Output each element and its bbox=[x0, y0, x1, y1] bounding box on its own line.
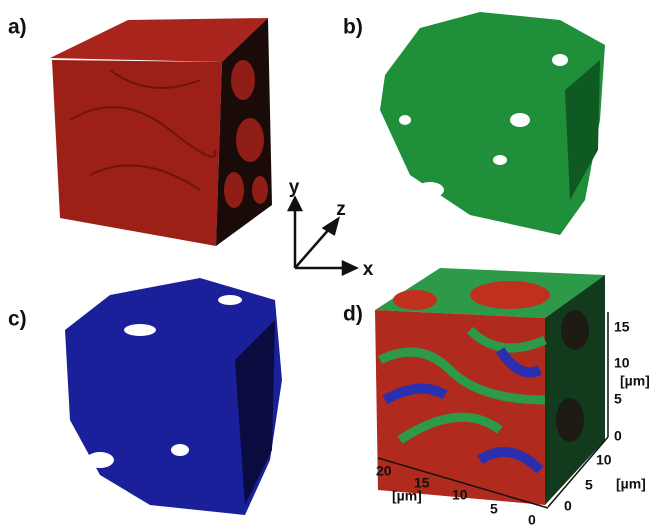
vertical-tick: 10 bbox=[614, 355, 630, 371]
front-tick: 20 bbox=[376, 463, 392, 479]
axis-label-y: y bbox=[289, 177, 300, 198]
panel-label: c) bbox=[8, 308, 27, 331]
vertical-tick: 15 bbox=[614, 319, 630, 335]
vertical-unit: [µm] bbox=[620, 373, 650, 389]
front-tick: 0 bbox=[528, 512, 536, 528]
panel-a-render bbox=[50, 18, 272, 246]
figure: y z x 0 5 10 15 [µm] 0 5 10 [µm] 20 15 1… bbox=[0, 0, 660, 530]
vertical-tick: 0 bbox=[614, 428, 622, 444]
depth-tick: 0 bbox=[564, 498, 572, 514]
vertical-tick: 5 bbox=[614, 391, 622, 407]
panel-b-render bbox=[380, 12, 605, 235]
front-unit: [µm] bbox=[392, 488, 422, 504]
front-tick: 10 bbox=[452, 487, 468, 503]
axis-label-x: x bbox=[363, 259, 374, 280]
panel-label: b) bbox=[343, 16, 363, 39]
depth-tick: 10 bbox=[596, 452, 612, 468]
depth-tick: 5 bbox=[585, 477, 593, 493]
front-tick: 5 bbox=[490, 501, 498, 517]
panel-label: d) bbox=[343, 303, 363, 326]
axis-label-z: z bbox=[336, 199, 346, 220]
depth-unit: [µm] bbox=[616, 476, 646, 492]
panel-c-render bbox=[65, 278, 282, 515]
axis-glyph bbox=[289, 198, 356, 274]
panel-label: a) bbox=[8, 16, 27, 39]
panel-d-render bbox=[375, 268, 605, 505]
